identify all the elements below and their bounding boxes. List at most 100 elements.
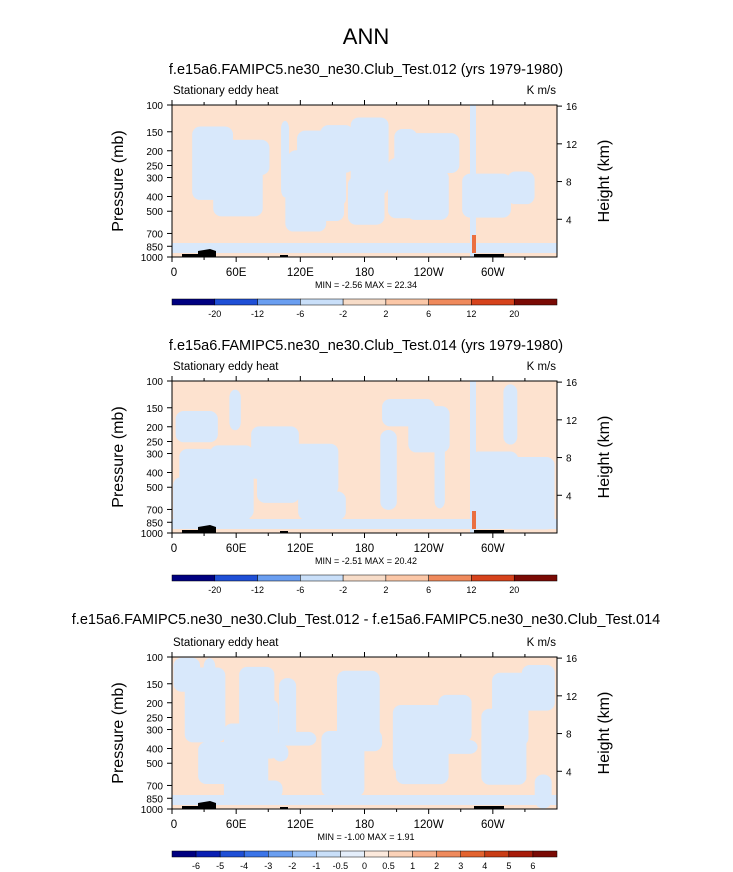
colorbar-label: -6: [192, 861, 200, 871]
y-right-tick-label: 8: [566, 454, 572, 465]
colorbar-label: 1: [410, 861, 415, 871]
colorbar-label: -6: [296, 309, 304, 319]
x-tick-label: 180: [355, 267, 374, 279]
colorbar-label: 0: [362, 861, 367, 871]
field-contour-patch: [246, 736, 278, 757]
field-contour-patch: [470, 381, 476, 533]
colorbar-label: -1: [312, 861, 320, 871]
colorbar-box: [257, 574, 301, 582]
y-axis-label: Pressure (mb): [110, 130, 127, 231]
y-axis-label: Pressure (mb): [110, 682, 127, 783]
panel-2: f.e15a6.FAMIPC5.ne30_ne30.Club_Test.014 …: [110, 338, 613, 595]
y-right-tick-label: 12: [566, 416, 578, 427]
y-tick-label: 100: [146, 101, 163, 112]
y-tick-label: 500: [146, 759, 163, 770]
x-tick-label: 120W: [414, 819, 444, 831]
colorbar-label: -2: [288, 861, 296, 871]
colorbar-label: 4: [482, 861, 487, 871]
colorbar-box: [292, 850, 317, 858]
colorbar-label: 6: [426, 309, 431, 319]
x-tick-label: 120W: [414, 267, 444, 279]
topography: [474, 254, 504, 257]
x-tick-label: 180: [355, 543, 374, 555]
field-contour-patch: [287, 150, 323, 187]
field-contour-patch: [392, 705, 445, 774]
colorbar-box: [219, 850, 245, 858]
y-tick-label: 400: [146, 469, 163, 480]
y-tick-label: 700: [146, 229, 163, 240]
colorbar-box: [385, 574, 429, 582]
colorbar-box: [316, 850, 341, 858]
x-tick-label: 0: [171, 819, 177, 831]
field-contour-patch: [257, 461, 300, 503]
y-right-tick-label: 4: [566, 215, 572, 226]
y-tick-label: 200: [146, 423, 163, 434]
field-contour-patch: [434, 442, 445, 509]
colorbar-box: [342, 298, 387, 306]
colorbar-label: 2: [383, 585, 388, 595]
x-tick-label: 180: [355, 819, 374, 831]
field-contour-patch: [470, 451, 519, 526]
y-right-tick-label: 8: [566, 730, 572, 741]
x-tick-label: 120E: [287, 819, 314, 831]
main-title: ANN: [343, 24, 389, 49]
colorbar-box: [268, 850, 293, 858]
field-contour-patch: [193, 682, 220, 724]
y-right-axis-label: Height (km): [596, 140, 613, 223]
field-contour-patch: [255, 780, 283, 799]
colorbar-label: -2: [339, 309, 347, 319]
field-contour-patch: [173, 657, 201, 692]
y-tick-label: 1000: [141, 805, 164, 816]
field-contour-patch: [347, 176, 385, 225]
colorbar-box: [171, 850, 197, 858]
field-contour-patch: [272, 743, 289, 762]
colorbar-label: -0.5: [333, 861, 349, 871]
y-right-tick-label: 16: [566, 378, 578, 389]
y-tick-label: 1000: [141, 529, 164, 540]
panel-units: K m/s: [527, 637, 557, 649]
panel-title: f.e15a6.FAMIPC5.ne30_ne30.Club_Test.014 …: [169, 338, 563, 354]
colorbar-box: [436, 850, 461, 858]
panel-left-label: Stationary eddy heat: [173, 637, 279, 649]
colorbar-box: [300, 574, 344, 582]
colorbar-label: -5: [216, 861, 224, 871]
x-tick-label: 0: [171, 543, 177, 555]
min-max-stats: MIN = -1.00 MAX = 1.91: [317, 832, 414, 842]
field-contour-patch: [470, 105, 476, 257]
topography: [280, 255, 288, 257]
colorbar-box: [508, 850, 534, 858]
x-tick-label: 60E: [226, 819, 247, 831]
x-tick-label: 60W: [481, 543, 505, 555]
colorbar-label: -3: [264, 861, 272, 871]
colorbar-label: 12: [466, 309, 476, 319]
y-tick-label: 250: [146, 161, 163, 172]
y-right-tick-label: 16: [566, 102, 578, 113]
panel-left-label: Stationary eddy heat: [173, 85, 279, 97]
colorbar-box: [214, 298, 258, 306]
colorbar-label: -2: [339, 585, 347, 595]
panels: f.e15a6.FAMIPC5.ne30_ne30.Club_Test.012 …: [72, 62, 660, 871]
colorbar-box: [171, 574, 216, 582]
panel-3: f.e15a6.FAMIPC5.ne30_ne30.Club_Test.012 …: [72, 612, 660, 871]
y-tick-label: 500: [146, 483, 163, 494]
colorbar-label: 6: [530, 861, 535, 871]
field-contour-patch: [298, 491, 346, 520]
colorbar-box: [243, 850, 269, 858]
field-contour-patch: [408, 406, 450, 453]
y-tick-label: 850: [146, 518, 163, 529]
field-contour-patch: [192, 126, 233, 200]
y-tick-label: 300: [146, 726, 163, 737]
colorbar-box: [340, 850, 365, 858]
topography: [474, 806, 504, 809]
field-contour-patch: [279, 678, 297, 741]
field-contour-patch: [462, 173, 511, 218]
colorbar-box: [300, 298, 344, 306]
colorbar-label: 3: [458, 861, 463, 871]
y-tick-label: 150: [146, 404, 163, 415]
field-maximum: [472, 235, 476, 253]
colorbar-label: -12: [251, 585, 264, 595]
colorbar-box: [532, 850, 558, 858]
panel-left-label: Stationary eddy heat: [173, 361, 279, 373]
colorbar-label: -6: [296, 585, 304, 595]
y-tick-label: 250: [146, 713, 163, 724]
